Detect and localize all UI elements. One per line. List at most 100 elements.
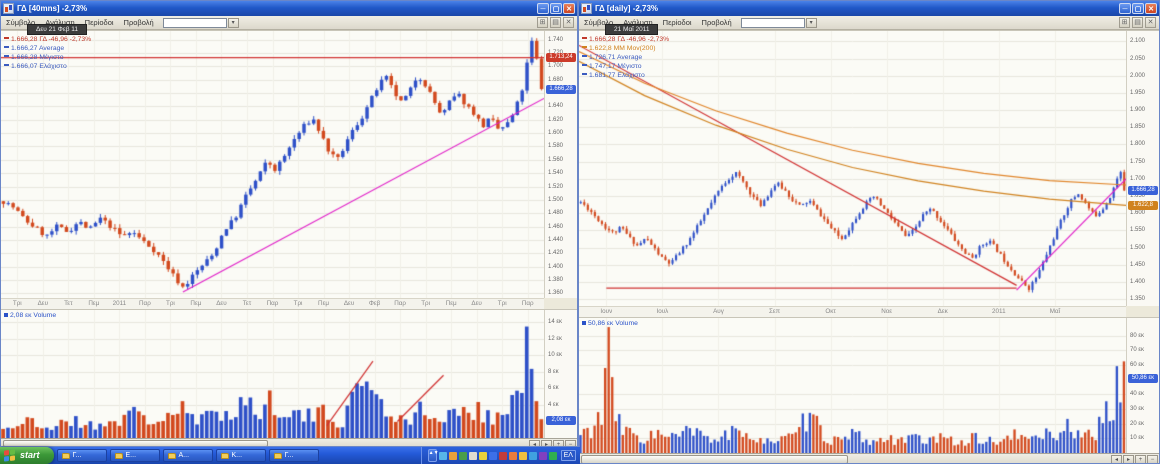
taskbar-task-button-3[interactable]: Α... [162, 449, 213, 462]
menu-bar: Σύμβολο Ανάλυση Περίοδοι Προβολή ▾ ⊞ ▤ ✕ [579, 16, 1159, 30]
language-indicator[interactable]: ΕΛ [560, 450, 576, 461]
chart-app-icon [3, 3, 14, 14]
menu-item-2[interactable]: Ανάλυση [45, 18, 75, 27]
tray-icon-10[interactable] [528, 451, 537, 460]
zoom-out-icon[interactable]: − [1147, 455, 1158, 463]
minimize-button[interactable]: ─ [1119, 3, 1131, 14]
taskbar-task-button-4[interactable]: Κ... [215, 449, 266, 462]
zoom-out-icon[interactable]: − [565, 440, 576, 446]
close-button[interactable]: ✕ [1145, 3, 1157, 14]
x-axis-label: Πεμ [88, 300, 100, 307]
maximize-button[interactable]: ▢ [550, 3, 562, 14]
axis-tick-label: 1.560 [548, 156, 564, 163]
volume-pane[interactable]: 50,86 εκ Volume 10 εκ 20 εκ 30 εκ 40 εκ 60 ε… [579, 317, 1159, 453]
x-axis-labels: Τρι Δευ Τετ Πεμ 2011 Παρ Τρι Πεμ Δευ Τετ Παρ Τρι Πεμ… [1, 298, 544, 309]
menu-item-2[interactable]: Ανάλυση [623, 18, 653, 27]
menu-item-4[interactable]: Προβολή [123, 18, 154, 27]
price-chart-pane[interactable]: 21 Μαΐ 2011 1.666,28 ΓΔ -46,96 -2,73% 1.6… [579, 24, 1159, 306]
scrollbar-thumb[interactable] [3, 440, 268, 446]
legend-line: 1.726,71 Average [582, 53, 669, 62]
scroll-right-icon[interactable]: ▸ [541, 440, 552, 446]
taskbar-task-button-5[interactable]: Γ... [268, 449, 319, 462]
tray-icon-7[interactable] [498, 451, 507, 460]
zoom-in-icon[interactable]: + [553, 440, 564, 446]
volume-pane[interactable]: 2,08 εκ Volume 4 εκ 6 εκ 8 εκ 10 εκ 12 εκ 14 … [1, 309, 577, 438]
menu-bar: Σύμβολο Ανάλυση Περίοδοι Προβολή ▾ ⊞ ▤ ✕ [1, 16, 577, 30]
close-button[interactable]: ✕ [563, 3, 575, 14]
legend-marker-icon [582, 55, 587, 57]
legend-line: 1.622,8 ΜΜ Mov(200) [582, 44, 669, 53]
menubar-tool-icon-3[interactable]: ✕ [563, 17, 574, 28]
start-button[interactable]: start [0, 447, 54, 464]
menubar-tool-icon-2[interactable]: ▤ [1132, 17, 1143, 28]
tray-icon-11[interactable] [538, 451, 547, 460]
axis-price-marker: 1.666,28 [546, 84, 576, 94]
windows-flag-icon [4, 449, 15, 462]
price-chart-canvas[interactable] [579, 31, 1126, 306]
tray-icon-12[interactable] [548, 451, 557, 460]
x-axis-label: 2011 [112, 300, 127, 307]
menu-item-4[interactable]: Προβολή [701, 18, 732, 27]
axis-price-marker: 1.713,24 [546, 53, 576, 63]
title-bar[interactable]: ΓΔ [daily] -2,73% ─ ▢ ✕ [579, 1, 1159, 16]
axis-tick-label: 8 εκ [548, 368, 559, 375]
legend-text: 1.747,17 Μέγιστο [589, 63, 642, 70]
tray-icon-4[interactable] [468, 451, 477, 460]
x-axis-label: Τρι [165, 300, 175, 307]
chart-window-daily: ΓΔ [daily] -2,73% ─ ▢ ✕ Σύμβολο Ανάλυση Πε… [578, 0, 1160, 464]
crosshair-date-tag: Δευ 21 Φεβ 11 [27, 24, 88, 35]
axis-tick-label: 1.740 [548, 36, 564, 43]
maximize-button[interactable]: ▢ [1132, 3, 1144, 14]
minimize-button[interactable]: ─ [537, 3, 549, 14]
tray-icon-8[interactable] [508, 451, 517, 460]
tray-icon-5[interactable] [478, 451, 487, 460]
scroll-left-icon[interactable]: ◂ [529, 440, 540, 446]
title-bar[interactable]: ΓΔ [40mns] -2,73% ─ ▢ ✕ [1, 1, 577, 16]
axis-tick-label: 1.440 [548, 236, 564, 243]
taskbar-task-button-1[interactable]: Γ... [56, 449, 107, 462]
price-chart-pane[interactable]: Δευ 21 Φεβ 11 1.666,28 ΓΔ -46,96 -2,73% 1… [1, 24, 577, 298]
taskbar-task-button-2[interactable]: Ε... [109, 449, 160, 462]
volume-canvas[interactable] [579, 318, 1126, 453]
x-axis-label: Παρ [394, 300, 406, 307]
legend-text: 1.622,8 ΜΜ Mov(200) [589, 45, 656, 52]
axis-tick-label: 1.360 [548, 290, 564, 297]
scroll-left-icon[interactable]: ◂ [1111, 455, 1122, 463]
tray-icon-1[interactable] [438, 451, 447, 460]
axis-price-marker: 2,08 εκ [546, 416, 576, 426]
menu-item-3[interactable]: Περίοδοι [84, 18, 114, 27]
tray-icon-3[interactable] [458, 451, 467, 460]
symbol-input[interactable] [740, 17, 805, 28]
scroll-right-icon[interactable]: ▸ [1123, 455, 1134, 463]
volume-canvas[interactable] [1, 310, 544, 438]
menubar-tool-icon-2[interactable]: ▤ [550, 17, 561, 28]
menu-item-1[interactable]: Σύμβολο [584, 18, 614, 27]
x-axis-label: Δευ [343, 300, 355, 307]
task-label: Κ... [231, 451, 243, 459]
zoom-in-icon[interactable]: + [1135, 455, 1146, 463]
menubar-tool-icon-1[interactable]: ⊞ [537, 17, 548, 28]
legend-line: 1.681,77 Ελάχιστο [582, 71, 669, 80]
dropdown-button[interactable]: ▾ [805, 17, 817, 28]
menu-item-3[interactable]: Περίοδοι [662, 18, 692, 27]
symbol-input[interactable] [162, 17, 227, 28]
axis-tick-label: 1.400 [548, 263, 564, 270]
menubar-tool-icon-1[interactable]: ⊞ [1119, 17, 1130, 28]
axis-tick-label: 14 εκ [548, 319, 563, 326]
scrollbar-thumb[interactable] [581, 455, 848, 463]
tray-icon-2[interactable] [448, 451, 457, 460]
horizontal-scrollbar[interactable]: ◂ ▸ + − [579, 453, 1159, 463]
price-chart-canvas[interactable] [1, 31, 544, 298]
x-axis-label: Ιουλ [656, 308, 669, 315]
x-axis-label: 2011 [992, 308, 1006, 315]
chart-app-icon [581, 3, 592, 14]
menubar-tool-icon-3[interactable]: ✕ [1145, 17, 1156, 28]
tray-icon-9[interactable] [518, 451, 527, 460]
tray-icon-6[interactable] [488, 451, 497, 460]
tray-expand-icon[interactable]: ▲▼ [427, 449, 439, 462]
window-title: ΓΔ [daily] -2,73% [595, 4, 659, 13]
task-label: Α... [178, 451, 190, 459]
horizontal-scrollbar[interactable]: ◂ ▸ + − [1, 438, 577, 446]
dropdown-button[interactable]: ▾ [227, 17, 239, 28]
menu-item-1[interactable]: Σύμβολο [6, 18, 36, 27]
